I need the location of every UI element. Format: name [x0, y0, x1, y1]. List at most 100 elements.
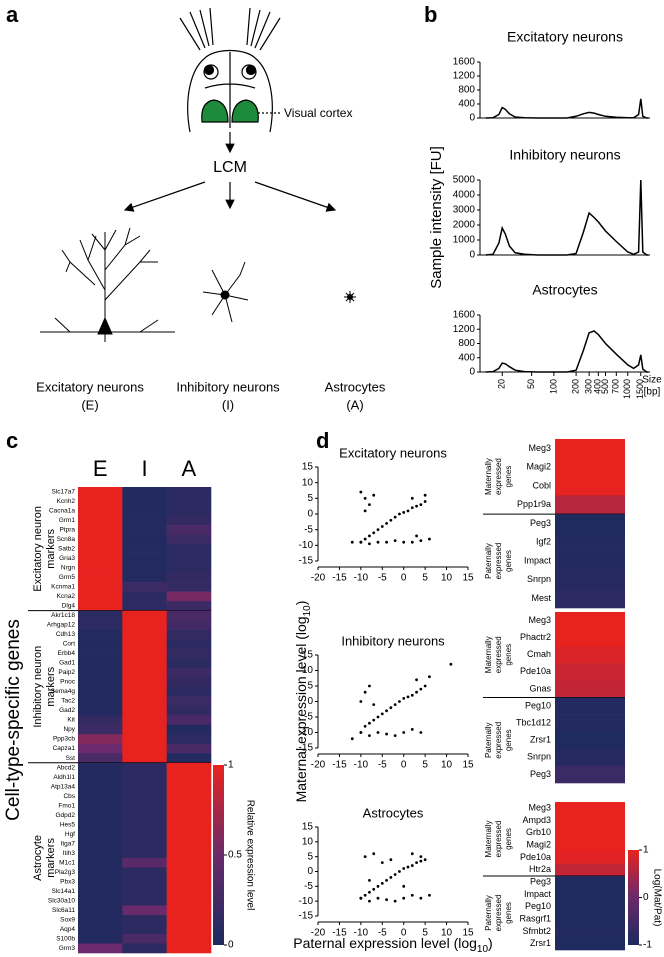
x-tick-label: -15 [332, 928, 347, 939]
group-label: Paternally [484, 895, 493, 931]
colorbar-tick-label: 0 [643, 892, 649, 903]
chart-title: Astrocytes [532, 282, 597, 298]
cell-type-name: Astrocytes [325, 379, 386, 394]
soma [347, 294, 353, 300]
point [410, 496, 414, 500]
cell [166, 867, 212, 878]
cell [166, 525, 212, 535]
row-label: Gad1 [59, 660, 75, 667]
point [415, 861, 418, 864]
x-tick-label: 5 [422, 928, 428, 939]
point [372, 493, 376, 497]
cell [78, 800, 123, 811]
cell [122, 838, 167, 849]
x-tick-label: 20 [497, 379, 507, 389]
cell [166, 753, 212, 764]
x-tick-label: 10 [441, 928, 453, 939]
row-label: Pla2g3 [55, 869, 76, 876]
row-label: M1c1 [59, 859, 75, 866]
group-label: Maternally [484, 458, 493, 495]
x-tick-label: 0 [401, 760, 407, 771]
y-tick-label: -10 [299, 727, 314, 738]
point [419, 687, 423, 691]
visual-cortex [231, 99, 259, 123]
cell [122, 743, 167, 754]
cell [122, 534, 167, 545]
panel-label: a [6, 2, 19, 27]
point [410, 852, 414, 856]
cell [166, 734, 212, 745]
point [389, 858, 393, 862]
group-label: genes [504, 550, 513, 572]
y-tick-label: 800 [458, 338, 475, 349]
point [398, 700, 401, 703]
soma [220, 290, 230, 300]
cell [122, 506, 167, 516]
cell [78, 506, 123, 516]
cell [166, 800, 212, 811]
point [428, 893, 431, 897]
point [385, 898, 388, 902]
point [398, 512, 401, 516]
cell [122, 677, 167, 688]
cell [122, 810, 167, 821]
x-tick-label: 300 [584, 379, 594, 394]
row-label: Meg3 [528, 803, 551, 813]
cell [555, 646, 625, 664]
cell [78, 610, 123, 621]
cell [122, 601, 167, 611]
cell [555, 697, 625, 715]
cell [166, 772, 212, 783]
point [363, 893, 367, 897]
point [402, 731, 406, 734]
cell [78, 724, 123, 735]
row-label: Cdh13 [56, 631, 76, 638]
y-tick-label: 1600 [453, 310, 476, 321]
row-label: Mest [531, 593, 551, 603]
point [406, 695, 410, 699]
cell [555, 851, 625, 864]
x-tick-label: 1500 [635, 379, 645, 399]
x-tick-label: 700 [611, 379, 621, 394]
cell [555, 802, 625, 815]
row-label: Meg3 [528, 443, 551, 453]
panel-label: c [6, 428, 18, 453]
inhibitory-neuron [202, 261, 249, 323]
row-label: Paip2 [58, 669, 75, 676]
x-tick-label: 1000 [622, 379, 632, 399]
side-label: Cell-type-specific genes [3, 619, 24, 821]
y-tick-label: 10 [302, 836, 314, 847]
cell [166, 591, 212, 602]
row-label: Cort [63, 641, 75, 648]
cell [122, 857, 167, 868]
cell-type-abbr: (E) [81, 397, 98, 412]
cell [78, 810, 123, 821]
point [380, 861, 384, 864]
row-label: Phactr2 [520, 632, 551, 642]
row-label: Kcnma1 [51, 584, 75, 591]
row-label: Peg10 [525, 700, 551, 710]
group-label: Maternally [484, 821, 493, 858]
cell [78, 696, 123, 707]
point [419, 539, 423, 543]
cell [78, 648, 123, 659]
dendrites [61, 227, 158, 328]
row-label: Gnas [529, 683, 551, 693]
y-tick-label: 10 [302, 477, 314, 488]
cell [122, 867, 167, 878]
cell-type-name: Inhibitory neurons [176, 379, 280, 394]
trace [485, 179, 649, 256]
trace [485, 98, 649, 119]
group-label: expressed [494, 821, 503, 858]
point [410, 728, 414, 731]
cell [555, 814, 625, 827]
y-tick-label: -5 [304, 712, 313, 723]
point [406, 865, 410, 869]
row-label: Slc14a1 [52, 888, 76, 895]
cell [166, 933, 212, 944]
x-tick-label: -5 [378, 760, 387, 771]
y-tick-label: -5 [304, 524, 313, 535]
row-label: Kit [67, 717, 75, 724]
row-label: Impact [524, 555, 552, 565]
